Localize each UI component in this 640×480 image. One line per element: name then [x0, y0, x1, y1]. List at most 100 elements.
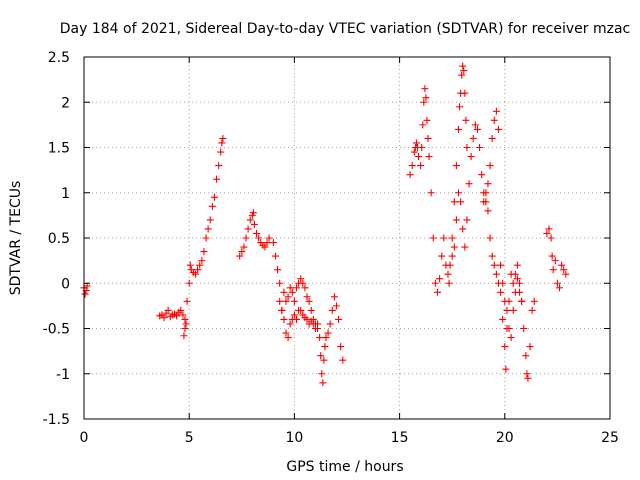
data-point: [238, 248, 246, 256]
data-point: [406, 171, 414, 179]
data-point: [492, 107, 500, 115]
data-point: [210, 193, 218, 201]
data-point: [164, 306, 172, 314]
series-seg-late: [543, 225, 570, 292]
data-point: [261, 243, 269, 251]
data-point: [497, 261, 505, 269]
y-tick-label: 2: [61, 95, 70, 111]
data-point: [450, 198, 458, 206]
data-point: [198, 257, 206, 265]
data-point: [425, 153, 433, 161]
data-point: [274, 266, 282, 274]
data-point: [520, 325, 528, 332]
data-point: [562, 270, 570, 278]
data-point: [246, 216, 254, 224]
data-point: [280, 288, 288, 296]
data-point: [455, 125, 463, 133]
data-point: [530, 297, 538, 305]
data-point: [408, 162, 416, 170]
data-point: [305, 297, 313, 305]
data-point: [501, 297, 509, 305]
data-point: [324, 329, 332, 337]
data-point: [465, 180, 473, 188]
data-point: [499, 315, 507, 323]
data-point: [417, 162, 425, 170]
data-point: [553, 279, 561, 287]
data-point: [460, 67, 468, 75]
data-point: [452, 162, 460, 170]
x-axis: 0 5 10 15 20 25: [80, 57, 619, 446]
data-point: [307, 306, 315, 314]
data-point: [288, 288, 296, 296]
x-axis-label: GPS time / hours: [286, 459, 403, 475]
data-point: [548, 252, 556, 260]
data-point: [317, 352, 325, 360]
data-point: [433, 288, 441, 296]
data-point: [419, 121, 427, 129]
data-point: [330, 293, 338, 301]
data-point: [484, 207, 492, 215]
data-point: [282, 297, 290, 305]
data-point: [293, 315, 301, 323]
data-point: [513, 275, 521, 283]
data-point: [179, 311, 187, 319]
data-point: [478, 171, 486, 179]
data-point: [181, 315, 189, 323]
data-point: [528, 306, 536, 314]
data-point: [339, 356, 347, 364]
data-point: [427, 189, 435, 197]
y-axis-label: SDTVAR / TECUs: [8, 181, 24, 296]
data-point: [236, 252, 244, 260]
x-tick-label: 10: [285, 430, 303, 446]
data-point: [490, 116, 498, 124]
data-point: [303, 315, 311, 323]
series-seg-eve-c: [448, 107, 502, 260]
data-point: [263, 239, 271, 247]
data-point: [316, 334, 324, 342]
data-point: [459, 225, 467, 233]
grid-lines: [84, 57, 610, 419]
data-point: [461, 89, 469, 97]
data-point: [321, 343, 329, 351]
data-point: [488, 134, 496, 142]
data-point: [484, 180, 492, 188]
data-point: [337, 343, 345, 351]
data-point: [503, 306, 511, 314]
data-point: [269, 239, 277, 247]
data-point: [422, 94, 430, 102]
data-point: [424, 134, 432, 142]
data-point: [473, 125, 481, 133]
data-point: [549, 266, 557, 274]
data-point: [423, 116, 431, 124]
data-point: [436, 275, 444, 283]
data-point: [490, 261, 498, 269]
y-tick-label: 0: [61, 276, 70, 292]
data-point: [547, 234, 555, 242]
x-tick-label: 25: [601, 430, 619, 446]
chart-title: Day 184 of 2021, Sidereal Day-to-day VTE…: [60, 21, 630, 37]
data-point: [290, 297, 298, 305]
data-point: [410, 148, 418, 156]
data-point: [524, 374, 532, 382]
data-point: [293, 284, 301, 292]
data-point: [444, 270, 452, 278]
data-point: [286, 320, 294, 328]
data-point: [328, 306, 336, 314]
data-point: [180, 332, 188, 340]
series-seg-midday-dip: [314, 293, 347, 387]
data-point: [486, 234, 494, 242]
data-point: [276, 297, 284, 305]
data-point: [516, 279, 524, 287]
data-point: [186, 261, 194, 269]
data-point: [218, 139, 226, 147]
data-point: [215, 162, 223, 170]
data-point: [458, 71, 466, 79]
data-point: [431, 279, 439, 287]
data-point: [511, 270, 519, 278]
data-point: [299, 279, 307, 287]
data-point: [280, 315, 288, 323]
series-seg-am-low: [156, 306, 190, 340]
data-point: [518, 297, 526, 305]
data-point: [202, 234, 210, 242]
